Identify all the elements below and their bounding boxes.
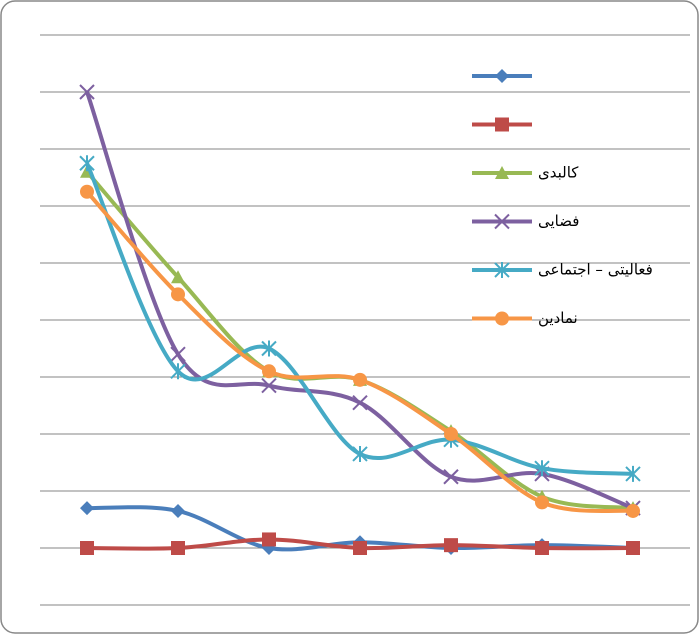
legend-label: فعالیتی – اجتماعی [538,261,653,279]
legend-entry: نمادین [472,309,578,327]
marker [171,541,185,555]
series [80,532,640,555]
marker [79,155,95,172]
marker [261,377,277,394]
marker [170,346,186,362]
marker [495,117,509,132]
marker [625,465,641,482]
marker [443,469,459,485]
marker [495,69,509,83]
marker [171,503,185,518]
legend-label: فضایی [538,212,579,230]
marker [353,541,367,555]
legend-entry: فضایی [472,212,579,230]
legend-entry: کالبدی [472,164,579,182]
legend-label: کالبدی [538,164,579,182]
marker [495,311,509,326]
marker [171,287,185,302]
marker [262,364,276,379]
marker [170,363,186,380]
marker [79,84,95,100]
legend-entry [472,117,532,132]
legend-label: نمادین [538,309,578,327]
marker [352,394,368,411]
marker [353,372,367,387]
marker [352,445,368,462]
marker [535,541,549,555]
marker [444,427,458,441]
marker [535,495,549,510]
marker [626,541,640,555]
marker [444,538,458,553]
legend-entry [472,69,532,83]
series-line [85,162,634,476]
marker [534,460,550,477]
marker [494,213,510,230]
marker [626,503,640,518]
legend-entry: فعالیتی – اجتماعی [472,261,653,279]
marker [80,501,94,516]
marker [80,541,94,555]
marker [262,532,276,547]
marker [171,270,185,284]
marker [261,340,277,357]
series-line [85,91,634,510]
marker [80,184,94,199]
marker [494,262,510,278]
marker [495,166,509,179]
series [80,184,640,518]
